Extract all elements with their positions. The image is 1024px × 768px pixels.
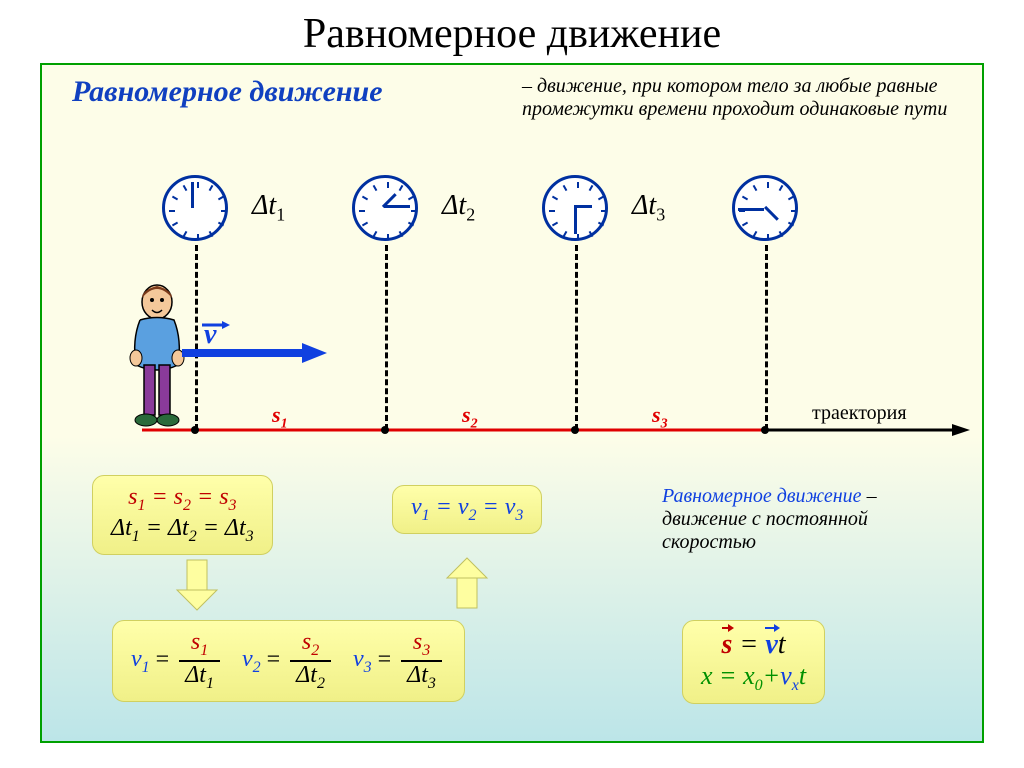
delta-t-label: Δt2 (442, 190, 475, 226)
trajectory-label: траектория (812, 402, 907, 425)
definition-text: – движение, при котором тело за любые ра… (522, 75, 952, 121)
segment-label: s1 (272, 402, 288, 432)
clock-icon (352, 175, 418, 241)
clock-icon (542, 175, 608, 241)
clock-icon (162, 175, 228, 241)
delta-t-label: Δt3 (632, 190, 665, 226)
formula-box-velocity-fractions: v1 = s1Δt1 v2 = s2Δt2 v3 = s3Δt3 (112, 620, 465, 702)
position-dot (381, 426, 389, 434)
position-dot (761, 426, 769, 434)
position-dot (571, 426, 579, 434)
connector-arrow (442, 553, 492, 618)
dashed-projection (575, 245, 578, 430)
dashed-projection (385, 245, 388, 430)
dashed-projection (765, 245, 768, 430)
segment-label: s2 (462, 402, 478, 432)
velocity-vector: v (172, 315, 332, 370)
position-dot (191, 426, 199, 434)
diagram-subtitle: Равномерное движение (72, 75, 383, 109)
delta-t-label: Δt1 (252, 190, 285, 226)
segment-label: s3 (652, 402, 668, 432)
side-definition: Равномерное движение – движение с постоя… (662, 485, 962, 554)
clock-icon (732, 175, 798, 241)
connector-arrow (172, 555, 222, 620)
slide-title: Равномерное движение (0, 0, 1024, 63)
formula-box-final: s = vt x = x0+vxt (682, 620, 825, 704)
diagram-container: Равномерное движение – движение, при кото… (40, 63, 984, 743)
formula-box-equal-s-t: s1 = s2 = s3Δt1 = Δt2 = Δt3 (92, 475, 273, 555)
formula-box-equal-v: v1 = v2 = v3 (392, 485, 542, 534)
svg-text:v: v (204, 319, 217, 350)
